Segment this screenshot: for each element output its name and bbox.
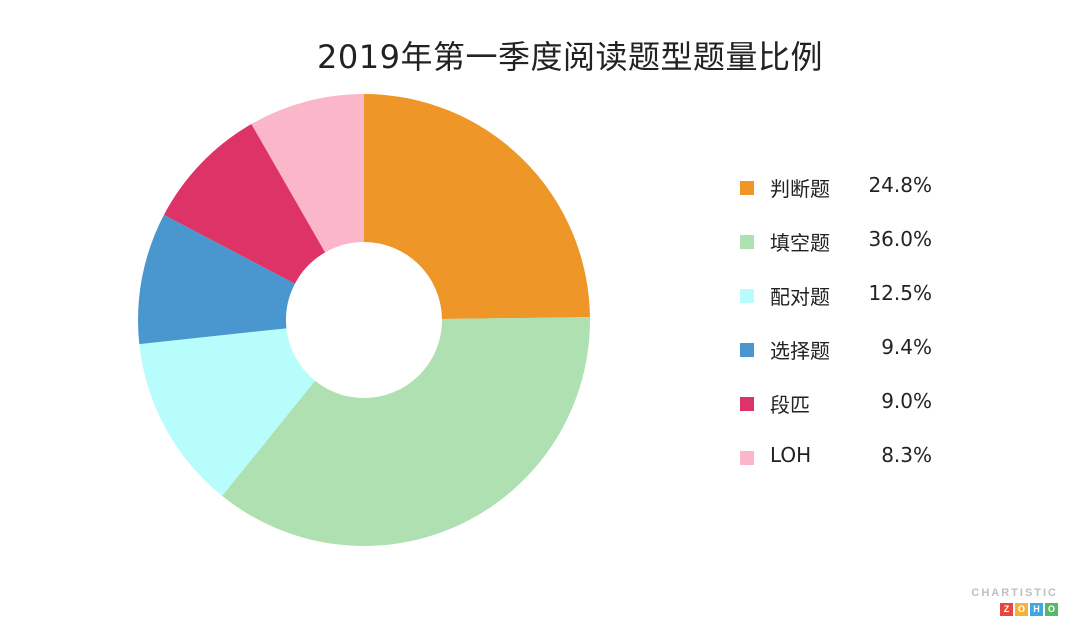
brand-wordmark: CHARTISTIC bbox=[971, 587, 1058, 599]
legend-label: 判断题 bbox=[770, 177, 830, 201]
legend-swatch bbox=[740, 451, 754, 465]
legend-value: 24.8% bbox=[868, 173, 932, 197]
brand-letter: O bbox=[1015, 603, 1028, 616]
legend-swatch bbox=[740, 289, 754, 303]
donut-slice-2[interactable] bbox=[222, 317, 591, 546]
donut-slice-4[interactable] bbox=[138, 214, 295, 345]
legend-value: 12.5% bbox=[868, 281, 932, 305]
legend-value: 9.4% bbox=[881, 335, 932, 359]
legend-swatch bbox=[740, 181, 754, 195]
legend-swatch bbox=[740, 235, 754, 249]
legend-label: 段匹 bbox=[770, 393, 810, 417]
legend-label: LOH bbox=[770, 443, 812, 467]
legend-label: 配对题 bbox=[770, 285, 830, 309]
brand-letter: Z bbox=[1000, 603, 1013, 616]
legend-label: 填空题 bbox=[770, 231, 830, 255]
legend-swatch bbox=[740, 397, 754, 411]
chartistic-zoho-logo: CHARTISTIC Z O H O bbox=[958, 587, 1058, 617]
legend-item[interactable]: 判断题 24.8% bbox=[740, 170, 940, 224]
legend-item[interactable]: 段匹 9.0% bbox=[740, 386, 940, 440]
donut-slice-5[interactable] bbox=[163, 124, 326, 284]
legend: 判断题 24.8% 填空题 36.0% 配对题 12.5% 选择题 9.4% 段… bbox=[740, 170, 940, 494]
donut-slice-1[interactable] bbox=[364, 94, 590, 320]
brand-letter: O bbox=[1045, 603, 1058, 616]
donut-slice-3[interactable] bbox=[139, 328, 316, 496]
brand-letter: H bbox=[1030, 603, 1043, 616]
legend-label: 选择题 bbox=[770, 339, 830, 363]
legend-swatch bbox=[740, 343, 754, 357]
legend-value: 9.0% bbox=[881, 389, 932, 413]
chart-title: 2019年第一季度阅读题型题量比例 bbox=[317, 38, 823, 76]
legend-item[interactable]: 填空题 36.0% bbox=[740, 224, 940, 278]
legend-item[interactable]: 选择题 9.4% bbox=[740, 332, 940, 386]
brand-zoho-blocks: Z O H O bbox=[1000, 603, 1058, 616]
donut-slice-6[interactable] bbox=[251, 94, 364, 253]
legend-value: 8.3% bbox=[881, 443, 932, 467]
legend-value: 36.0% bbox=[868, 227, 932, 251]
legend-item[interactable]: 配对题 12.5% bbox=[740, 278, 940, 332]
legend-item[interactable]: LOH 8.3% bbox=[740, 440, 940, 494]
